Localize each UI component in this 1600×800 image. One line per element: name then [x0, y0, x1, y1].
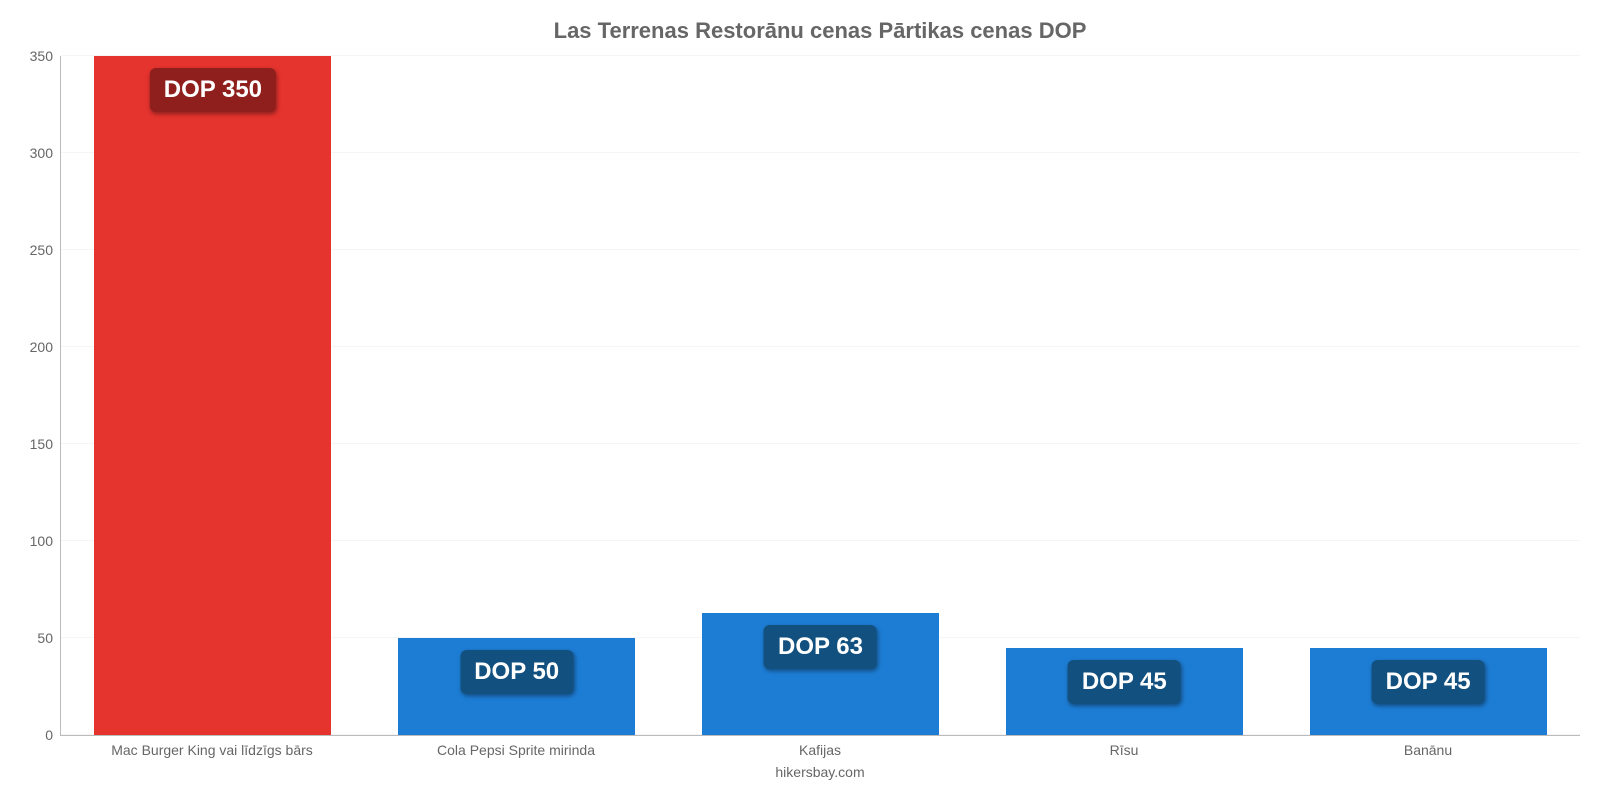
x-tick-label: Kafijas	[668, 742, 972, 758]
bar-value-badge: DOP 45	[1068, 660, 1181, 704]
x-tick-label: Rīsu	[972, 742, 1276, 758]
bar-value-badge: DOP 63	[764, 625, 877, 669]
y-tick-label: 300	[30, 145, 61, 161]
bar-slot: DOP 45	[1276, 56, 1580, 735]
y-tick-label: 200	[30, 339, 61, 355]
bar-slot: DOP 63	[669, 56, 973, 735]
bar-value-badge: DOP 45	[1372, 660, 1485, 704]
x-tick-label: Cola Pepsi Sprite mirinda	[364, 742, 668, 758]
y-tick-label: 150	[30, 436, 61, 452]
bar-value-badge: DOP 50	[460, 650, 573, 694]
x-tick-label: Mac Burger King vai līdzīgs bārs	[60, 742, 364, 758]
footer-credit: hikersbay.com	[60, 764, 1580, 780]
bar-slot: DOP 350	[61, 56, 365, 735]
bar: DOP 50	[398, 638, 635, 735]
bar: DOP 63	[702, 613, 939, 735]
bar-value-badge: DOP 350	[150, 68, 276, 112]
bar: DOP 45	[1006, 648, 1243, 735]
y-tick-label: 50	[37, 630, 61, 646]
bar: DOP 350	[94, 56, 331, 735]
x-tick-label: Banānu	[1276, 742, 1580, 758]
bars-row: DOP 350 DOP 50 DOP 63 DOP 45 DOP 45	[61, 56, 1580, 735]
x-axis-labels: Mac Burger King vai līdzīgs bārsCola Pep…	[60, 742, 1580, 758]
plot-area: DOP 350DOP 50DOP 63DOP 45DOP 45 05010015…	[60, 56, 1580, 736]
chart-container: Las Terrenas Restorānu cenas Pārtikas ce…	[0, 0, 1600, 800]
bar: DOP 45	[1310, 648, 1547, 735]
bar-slot: DOP 45	[972, 56, 1276, 735]
y-tick-label: 0	[45, 727, 61, 743]
bar-slot: DOP 50	[365, 56, 669, 735]
chart-title: Las Terrenas Restorānu cenas Pārtikas ce…	[60, 18, 1580, 44]
y-tick-label: 100	[30, 533, 61, 549]
y-tick-label: 250	[30, 242, 61, 258]
y-tick-label: 350	[30, 48, 61, 64]
